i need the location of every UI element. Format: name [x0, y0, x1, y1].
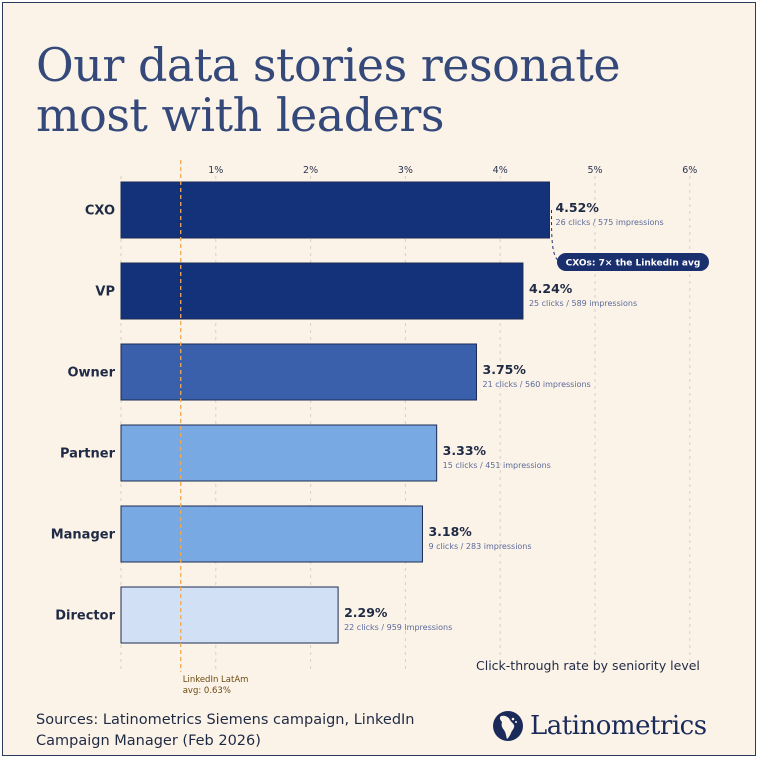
- category-label: Owner: [67, 366, 115, 381]
- reference-label-line1: LinkedIn LatAm: [183, 675, 249, 685]
- x-tick-label: 4%: [493, 165, 508, 176]
- x-tick-label: 5%: [587, 165, 602, 176]
- value-label: 3.33%: [443, 443, 487, 458]
- reference-label-line2: avg: 0.63%: [183, 686, 231, 696]
- detail-label: 15 clicks / 451 impressions: [443, 461, 551, 470]
- brand-name: Latinometrics: [530, 711, 707, 741]
- category-label: Director: [55, 609, 115, 624]
- chart-subtitle: Click-through rate by seniority level: [476, 658, 700, 673]
- x-tick-label: 2%: [303, 165, 318, 176]
- x-tick-label: 6%: [682, 165, 697, 176]
- value-label: 4.52%: [555, 200, 599, 215]
- bar: [120, 424, 438, 482]
- page-title: Our data stories resonate most with lead…: [36, 38, 621, 142]
- category-label: Manager: [51, 528, 116, 543]
- bar: [120, 181, 550, 239]
- x-tick-label: 3%: [398, 165, 413, 176]
- category-label: CXO: [85, 204, 115, 219]
- bar: [120, 262, 524, 320]
- value-label: 3.18%: [428, 524, 472, 539]
- callout-connector: [550, 209, 562, 263]
- sources-note: Sources: Latinometrics Siemens campaign,…: [36, 710, 416, 752]
- sources-text: Latinometrics Siemens campaign, LinkedIn…: [36, 712, 415, 749]
- detail-label: 22 clicks / 959 impressions: [344, 623, 452, 632]
- bar: [120, 586, 339, 644]
- detail-label: 9 clicks / 283 impressions: [428, 542, 531, 551]
- value-label: 2.29%: [344, 605, 388, 620]
- value-label: 3.75%: [483, 362, 527, 377]
- bar: [120, 505, 423, 563]
- category-label: VP: [95, 285, 115, 300]
- americas-map-icon: [493, 711, 523, 741]
- detail-label: 26 clicks / 575 impressions: [555, 218, 663, 227]
- callout-text: CXOs: 7× the LinkedIn avg: [566, 259, 701, 269]
- sources-label: Sources:: [36, 712, 99, 728]
- x-tick-label: 1%: [208, 165, 223, 176]
- value-label: 4.24%: [529, 281, 573, 296]
- brand-logo-block: Latinometrics: [492, 706, 707, 746]
- category-label: Partner: [60, 447, 116, 462]
- bar: [120, 343, 477, 401]
- detail-label: 21 clicks / 560 impressions: [483, 380, 591, 389]
- detail-label: 25 clicks / 589 impressions: [529, 299, 637, 308]
- callout-pill: [557, 253, 709, 271]
